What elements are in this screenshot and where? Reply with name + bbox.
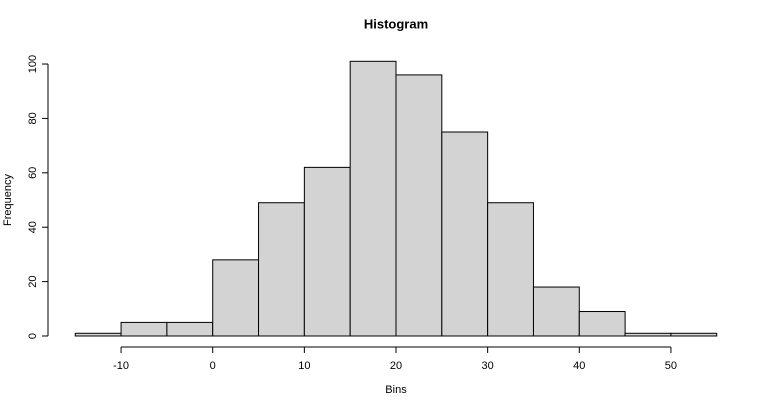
x-tick-label: 30: [482, 360, 494, 372]
x-tick-label: -10: [113, 360, 129, 372]
bar: [395, 74, 443, 337]
chart-title: Histogram: [364, 16, 428, 31]
bar: [258, 202, 305, 337]
bar: [624, 332, 672, 337]
x-tick-label: 40: [573, 360, 585, 372]
y-tick-label: 60: [27, 167, 39, 179]
y-tick-label: 20: [27, 275, 39, 287]
bar: [120, 321, 168, 337]
bar: [670, 332, 718, 337]
bar: [303, 166, 351, 337]
y-tick-label: 80: [27, 112, 39, 124]
x-tick-label: 20: [390, 360, 402, 372]
y-tick-label: 0: [27, 333, 39, 339]
x-tick-label: 0: [210, 360, 216, 372]
bar: [487, 202, 534, 337]
x-axis-label: Bins: [385, 384, 407, 396]
bar: [74, 332, 122, 337]
bar: [166, 321, 214, 337]
y-tick-label: 100: [27, 55, 39, 73]
y-tick-label: 40: [27, 221, 39, 233]
bar: [212, 259, 260, 337]
x-tick-label: 10: [298, 360, 310, 372]
bar: [349, 60, 397, 337]
bar: [578, 311, 626, 337]
bar: [441, 131, 489, 337]
bar: [532, 286, 580, 337]
x-tick-label: 50: [665, 360, 677, 372]
y-axis-label: Frequency: [2, 174, 14, 226]
